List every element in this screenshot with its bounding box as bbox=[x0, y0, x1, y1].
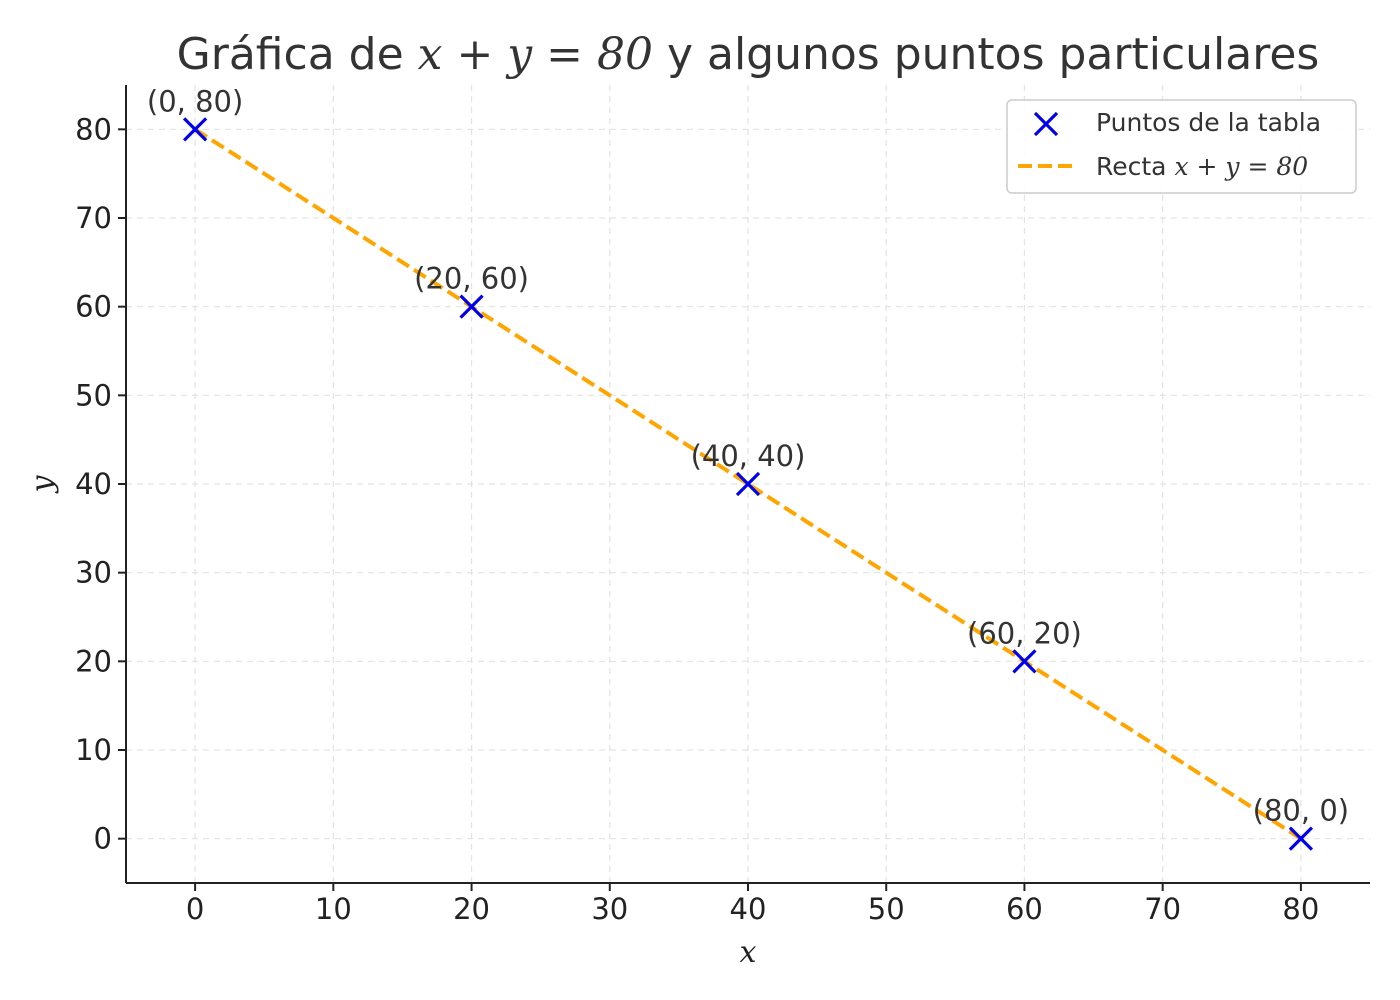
x-tick-label: 50 bbox=[868, 892, 905, 926]
scatter-point-stroke bbox=[1012, 649, 1037, 674]
x-tick-label: 70 bbox=[1144, 892, 1181, 926]
point-label: (20, 60) bbox=[414, 262, 529, 296]
legend-marker-points bbox=[1033, 111, 1059, 137]
y-tick-label: 50 bbox=[75, 378, 112, 412]
y-tick-label: 20 bbox=[75, 644, 112, 678]
point-labels: (0, 80) (20, 60) (40, 40) (60, 20) (80, 0) bbox=[147, 84, 1349, 827]
scatter-point-stroke bbox=[1288, 826, 1314, 851]
y-tick-label: 70 bbox=[75, 201, 112, 235]
scatter-point-stroke bbox=[735, 471, 761, 497]
legend-line-prefix: Recta bbox=[1096, 152, 1174, 181]
x-tick-label: 30 bbox=[591, 892, 628, 926]
legend-entry-points: Puntos de la tabla bbox=[1096, 108, 1321, 137]
scatter-point bbox=[1288, 826, 1314, 851]
y-axis-label: y bbox=[25, 474, 60, 494]
x-ticks: 0 10 20 30 40 50 60 70 80 bbox=[186, 883, 1319, 926]
x-tick-label: 40 bbox=[730, 892, 767, 926]
x-tick-label: 10 bbox=[315, 892, 352, 926]
scatter-point bbox=[459, 294, 484, 319]
y-tick-label: 10 bbox=[75, 733, 112, 767]
y-tick-label: 40 bbox=[75, 467, 112, 501]
title-suffix: y algunos puntos particulares bbox=[653, 29, 1319, 80]
point-label: (60, 20) bbox=[967, 616, 1082, 650]
y-tick-label: 60 bbox=[75, 290, 112, 324]
y-tick-label: 0 bbox=[94, 822, 112, 856]
chart-title: Gráfica de x + y = 80 y algunos puntos p… bbox=[177, 29, 1320, 80]
scatter-series bbox=[182, 117, 1314, 851]
y-ticks: 0 10 20 30 40 50 60 70 80 bbox=[75, 112, 126, 856]
y-tick-label: 30 bbox=[75, 556, 112, 590]
title-math: x + y = 80 bbox=[418, 29, 653, 80]
scatter-point-stroke bbox=[459, 294, 484, 319]
legend-line-math: x + y = 80 bbox=[1174, 152, 1308, 181]
x-tick-label: 0 bbox=[186, 892, 204, 926]
legend-box bbox=[1006, 99, 1357, 194]
title-prefix: Gráfica de bbox=[177, 29, 418, 80]
legend-entry-line: Recta x + y = 80 bbox=[1096, 152, 1308, 181]
legend: Puntos de la tabla Recta x + y = 80 bbox=[1006, 99, 1357, 194]
x-tick-label: 20 bbox=[453, 892, 490, 926]
scatter-point-stroke bbox=[182, 117, 208, 142]
point-label: (80, 0) bbox=[1253, 794, 1349, 828]
x-axis-label: x bbox=[740, 935, 757, 970]
scatter-point bbox=[182, 117, 208, 142]
point-label: (0, 80) bbox=[147, 84, 243, 118]
x-tick-label: 60 bbox=[1006, 892, 1043, 926]
scatter-point bbox=[1012, 649, 1037, 674]
x-tick-label: 80 bbox=[1282, 892, 1319, 926]
y-tick-label: 80 bbox=[75, 112, 112, 146]
legend-x-stroke bbox=[1033, 111, 1059, 137]
point-label: (40, 40) bbox=[691, 439, 806, 473]
scatter-point bbox=[735, 471, 761, 497]
